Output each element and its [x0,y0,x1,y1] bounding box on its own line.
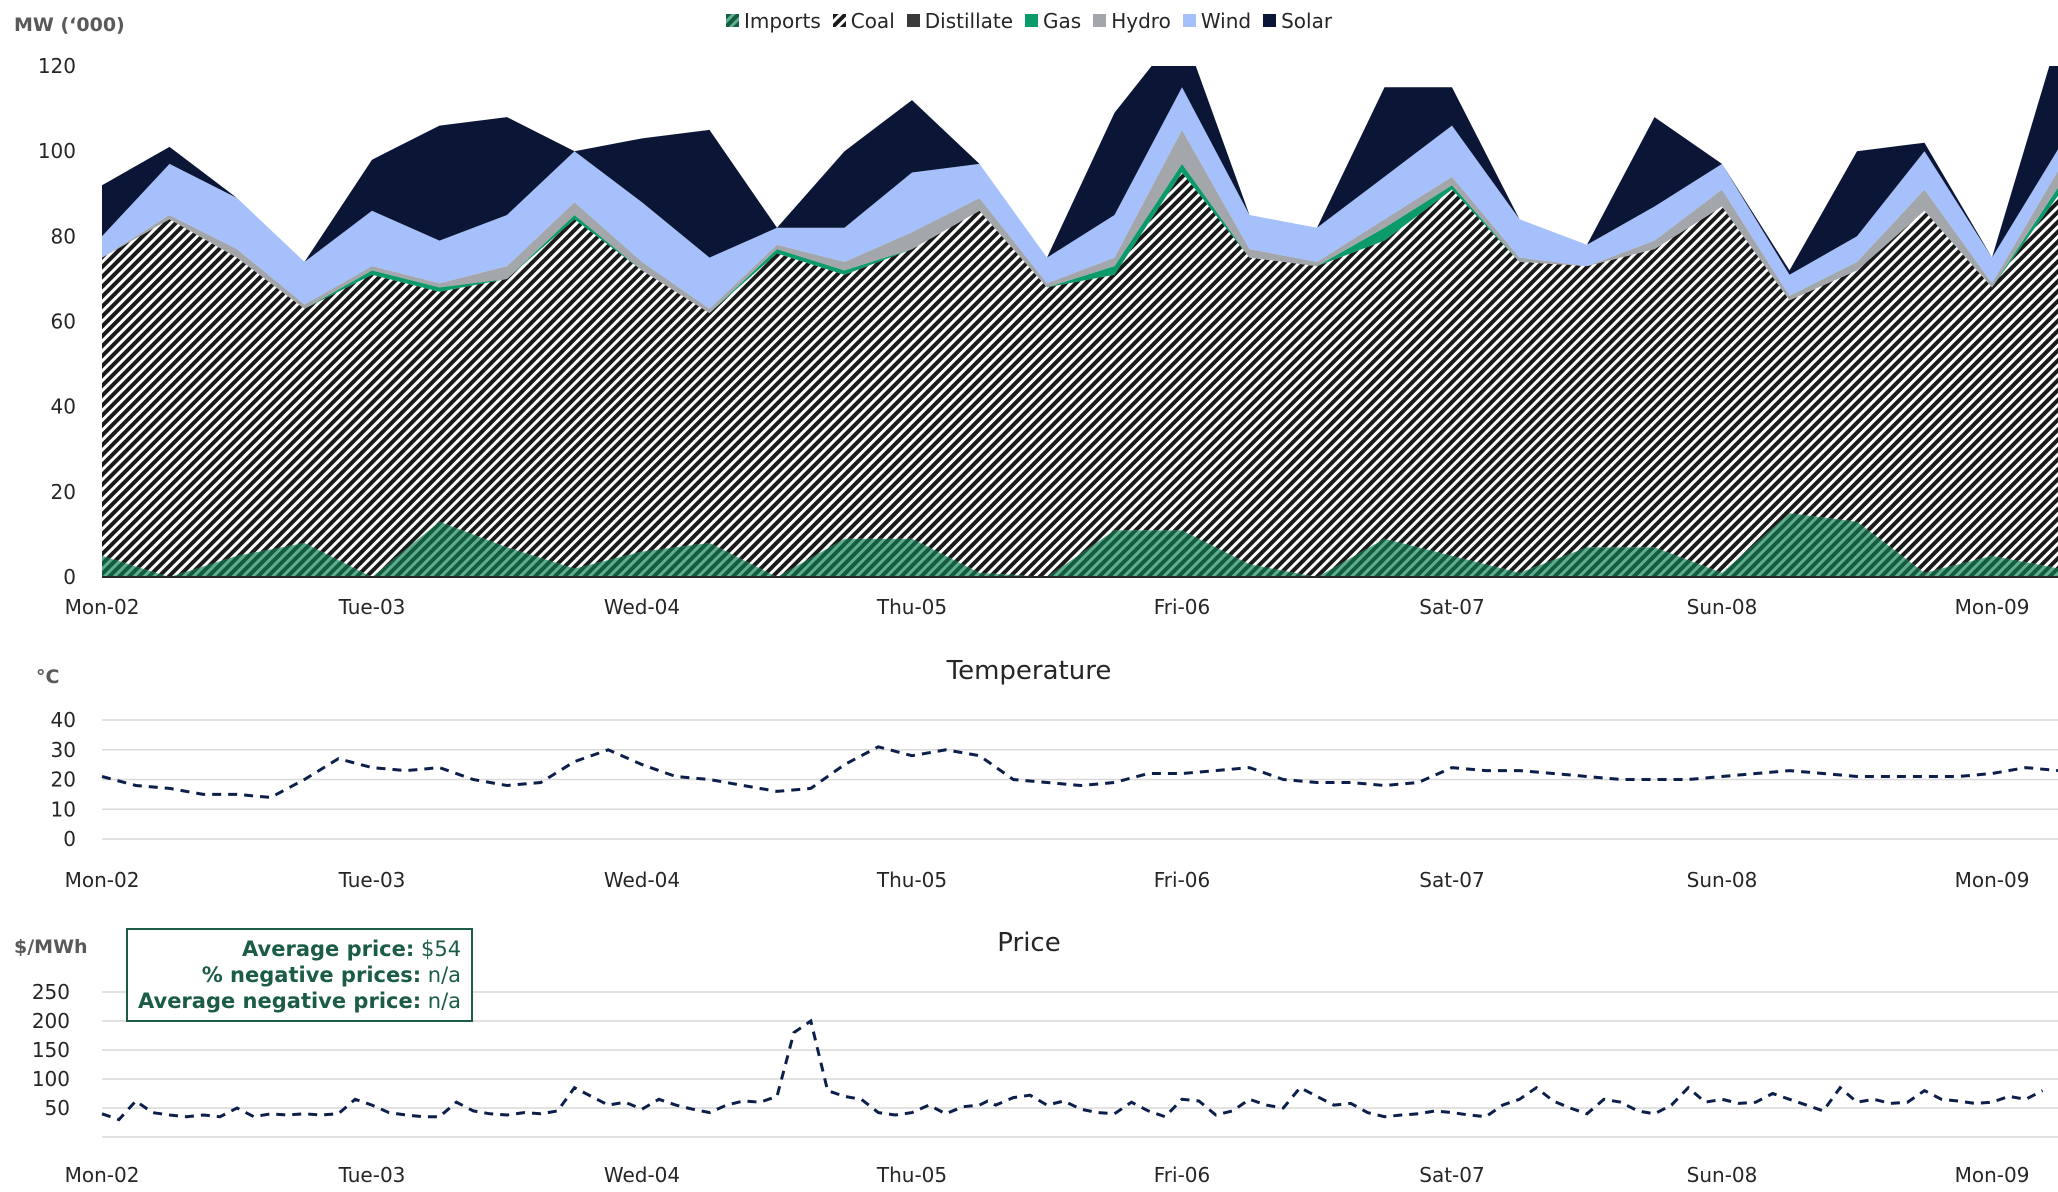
generation-x-tick: Sat-07 [1419,595,1484,619]
legend-swatch-gas [1025,14,1039,27]
temperature-y-tick: 30 [51,738,76,762]
generation-y-tick: 40 [51,395,76,419]
price-y-tick: 150 [32,1038,70,1062]
temperature-y-unit: °C [36,666,60,688]
generation-x-tick: Mon-02 [65,595,140,619]
temperature-x-tick: Wed-04 [604,868,680,892]
legend-label-hydro: Hydro [1111,8,1171,33]
legend-swatch-solar [1263,14,1277,27]
legend-label-solar: Solar [1281,8,1333,33]
generation-x-tick: Wed-04 [604,595,680,619]
generation-y-unit: MW (‘000) [14,14,125,36]
price-x-tick: Fri-06 [1154,1163,1211,1187]
price-title: Price [997,928,1061,958]
legend-swatch-distillate [906,14,920,27]
temperature-title: Temperature [946,656,1112,686]
generation-x-tick: Fri-06 [1154,595,1211,619]
stats-avg-negative: Average negative price: n/a [138,989,462,1013]
price-y-tick: 100 [32,1067,70,1091]
price-y-tick: 200 [32,1009,70,1033]
legend-swatch-hydro [1093,14,1107,27]
legend-item-coal: Coal [832,8,895,33]
stats-pct-negative: % negative prices: n/a [201,963,462,987]
price-x-tick: Mon-02 [65,1163,140,1187]
legend-item-imports: Imports [725,8,821,33]
temperature-line-chart: 0 10 20 30 40 Mon-02 Tue-03 Wed-04 Thu-05 Fri-06 S… [51,708,2058,892]
generation-x-tick: Tue-03 [338,595,406,619]
legend-item-wind: Wind [1182,8,1252,33]
generation-y-tick: 20 [51,480,76,504]
area-series-imports [102,513,2058,577]
temperature-y-tick: 40 [51,708,76,732]
generation-x-tick: Thu-05 [876,595,947,619]
stats-avg-price: Average price: $54 [242,937,462,961]
price-x-tick: Sat-07 [1419,1163,1484,1187]
legend-swatch-coal [832,14,846,27]
generation-y-tick: 60 [51,310,76,334]
temperature-y-tick: 10 [51,797,76,821]
temperature-y-tick: 0 [63,827,76,851]
temperature-x-tick: Sat-07 [1419,868,1484,892]
price-y-tick: 50 [45,1096,70,1120]
area-series-wind [102,87,2058,309]
price-y-unit: $/MWh [14,936,88,958]
price-stats-box: Average price: $54 % negative prices: n/… [126,928,474,1022]
temperature-x-tick: Mon-02 [65,868,140,892]
price-x-tick: Thu-05 [876,1163,947,1187]
legend-label-coal: Coal [850,8,895,33]
price-x-tick: Tue-03 [338,1163,406,1187]
temperature-x-tick: Fri-06 [1154,868,1211,892]
chart-legend: Imports Coal Distillate Gas Hydro Wind Solar [0,8,2058,33]
legend-swatch-wind [1182,14,1196,27]
temperature-x-tick: Thu-05 [876,868,947,892]
temperature-x-tick: Tue-03 [338,868,406,892]
generation-x-tick: Mon-09 [1955,595,2030,619]
area-series-coal [102,172,2058,577]
legend-item-solar: Solar [1263,9,1332,33]
temperature-series-line [101,745,2058,799]
legend-item-gas: Gas [1025,9,1081,33]
legend-label-gas: Gas [1043,8,1082,33]
temperature-x-tick: Sun-08 [1687,868,1758,892]
generation-y-tick: 100 [38,139,76,163]
generation-stacked-area-chart: 0 20 40 60 80 100 120 Mon-02 Tue-03 Wed-04 Thu-05 F… [38,54,2058,619]
price-line-chart: 50 100 150 200 250 Mon-02 Tue-03 Wed-04 Thu-05 Fr… [32,980,2058,1187]
price-y-tick: 250 [32,980,70,1004]
legend-label-imports: Imports [743,8,821,33]
area-series-solar [102,66,2058,275]
price-x-tick: Sun-08 [1687,1163,1758,1187]
legend-swatch-imports [725,14,739,27]
generation-y-tick: 120 [38,54,76,78]
price-x-tick: Wed-04 [604,1163,680,1187]
legend-label-wind: Wind [1200,8,1252,33]
generation-y-tick: 0 [63,565,76,589]
price-x-tick: Mon-09 [1955,1163,2030,1187]
temperature-x-tick: Mon-09 [1955,868,2030,892]
generation-y-tick: 80 [51,224,76,248]
legend-item-hydro: Hydro [1093,9,1171,33]
temperature-y-tick: 20 [51,768,76,792]
legend-label-distillate: Distillate [924,8,1014,33]
price-series-line [101,1018,2044,1122]
legend-item-distillate: Distillate [906,8,1014,33]
area-series-hydro [102,129,2058,313]
generation-x-tick: Sun-08 [1687,595,1758,619]
